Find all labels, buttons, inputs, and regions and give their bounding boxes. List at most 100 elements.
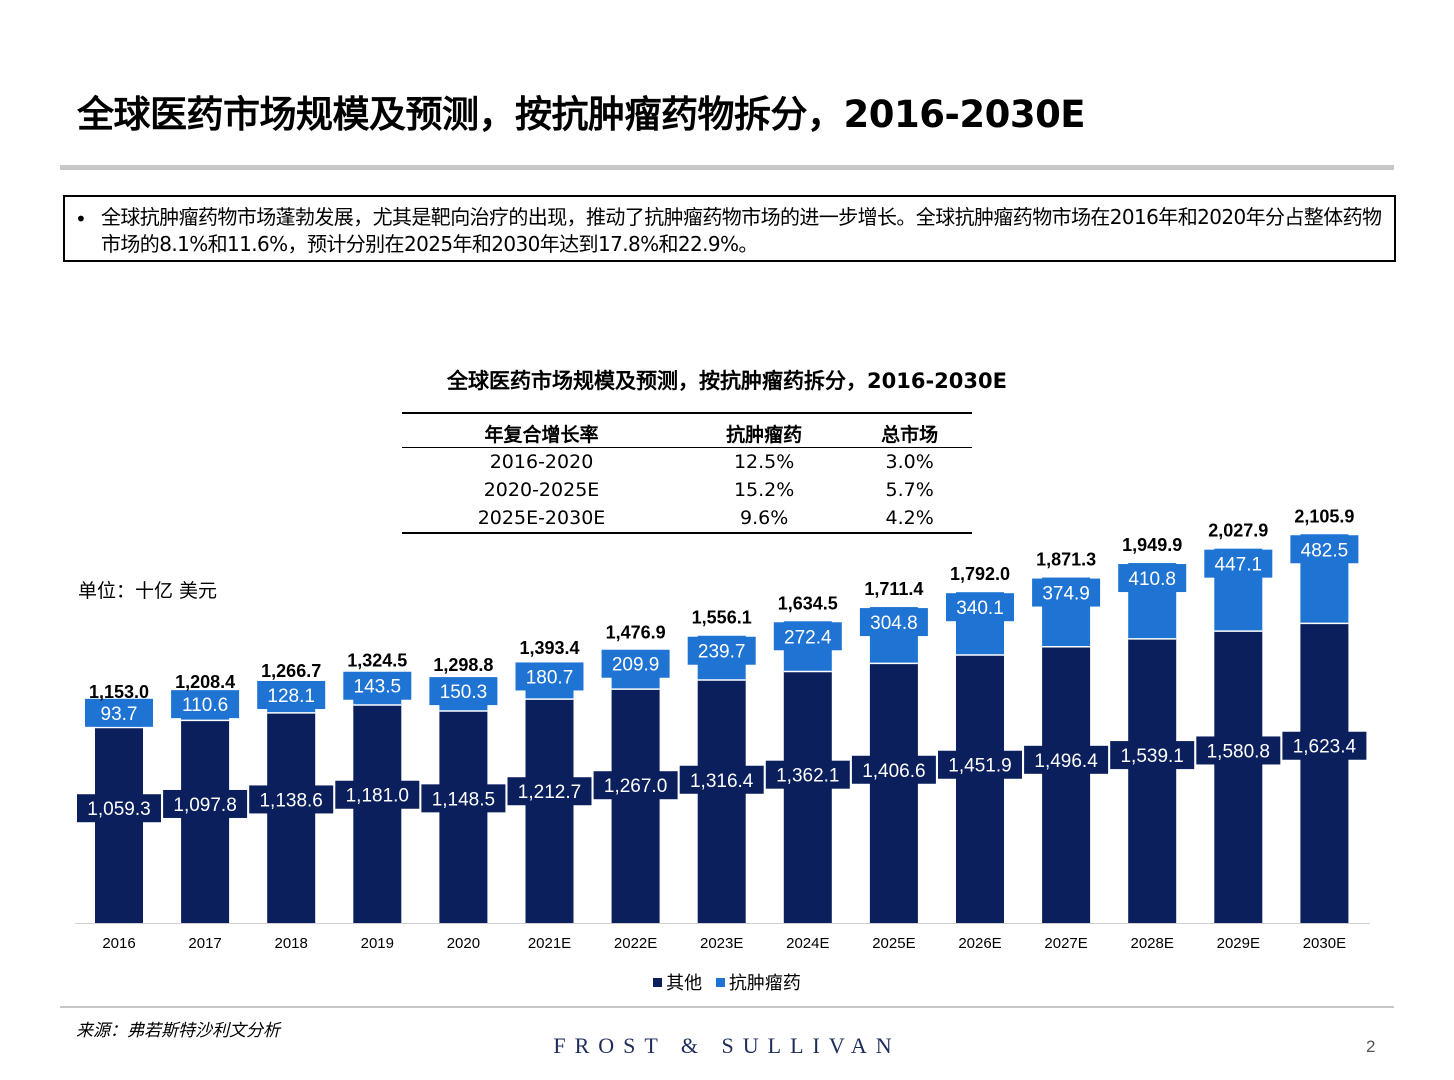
bar-other xyxy=(353,704,402,923)
cagr-header-total: 总市场 xyxy=(847,412,972,448)
x-tick-label: 2028E xyxy=(1131,935,1174,952)
x-tick-label: 2025E xyxy=(872,935,915,952)
summary-box: • 全球抗肿瘤药物市场蓬勃发展，尤其是靶向治疗的出现，推动了抗肿瘤药物市场的进一… xyxy=(63,195,1396,262)
x-tick-label: 2027E xyxy=(1044,935,1087,952)
data-label-box-other xyxy=(507,777,592,806)
data-label-other: 1,623.4 xyxy=(1293,737,1357,758)
total-label: 1,153.0 xyxy=(89,682,149,702)
x-tick-label: 2020 xyxy=(447,935,480,952)
cagr-oncology: 9.6% xyxy=(681,504,848,534)
total-label: 2,105.9 xyxy=(1294,506,1354,526)
data-label-oncology: 209.9 xyxy=(612,655,660,676)
data-label-box-other xyxy=(77,794,161,823)
table-row: 2025E-2030E 9.6% 4.2% xyxy=(402,504,972,534)
data-label-box-oncology xyxy=(171,690,240,719)
bar-other xyxy=(869,663,918,923)
bar-other xyxy=(1128,638,1177,923)
data-label-box-oncology xyxy=(1032,578,1101,607)
x-tick-label: 2022E xyxy=(614,935,657,952)
data-label-box-other xyxy=(163,789,248,818)
cagr-total: 5.7% xyxy=(885,479,934,501)
data-label-box-other xyxy=(851,755,936,784)
data-label-box-oncology xyxy=(859,608,928,637)
data-label-other: 1,181.0 xyxy=(346,786,409,807)
data-label-box-oncology xyxy=(1118,564,1187,593)
data-label-oncology: 304.8 xyxy=(870,613,918,634)
unit-label: 单位：十亿 美元 xyxy=(78,580,218,602)
total-label: 1,476.9 xyxy=(606,622,666,642)
total-label: 1,266.7 xyxy=(261,661,321,681)
footer-divider xyxy=(60,1006,1394,1008)
x-tick-label: 2029E xyxy=(1217,935,1260,952)
legend-label-oncology: 抗肿瘤药 xyxy=(728,973,801,994)
data-label-other: 1,406.6 xyxy=(862,761,925,782)
data-label-oncology: 482.5 xyxy=(1301,540,1349,561)
x-tick-label: 2018 xyxy=(275,935,308,952)
total-label: 1,393.4 xyxy=(519,638,579,658)
cagr-period: 2025E-2030E xyxy=(402,504,682,534)
data-label-oncology: 239.7 xyxy=(698,642,746,663)
data-label-box-other xyxy=(335,780,420,809)
x-tick-label: 2016 xyxy=(102,935,135,952)
legend: 其他 抗肿瘤药 xyxy=(0,969,1454,995)
page-number: 2 xyxy=(1366,1037,1376,1056)
data-label-oncology: 447.1 xyxy=(1215,555,1263,576)
total-label: 1,711.4 xyxy=(864,579,923,599)
data-label-box-other xyxy=(938,750,1022,779)
legend-swatch-oncology xyxy=(715,978,725,987)
data-label-other: 1,148.5 xyxy=(432,789,495,810)
data-label-box-other xyxy=(765,760,850,789)
bar-other xyxy=(956,654,1004,923)
total-label: 1,556.1 xyxy=(692,608,752,628)
data-label-other: 1,138.6 xyxy=(259,790,322,811)
bar-other xyxy=(1214,631,1263,923)
data-label-other: 1,539.1 xyxy=(1120,746,1183,767)
data-label-oncology: 93.7 xyxy=(101,704,138,725)
bar-other xyxy=(439,710,488,923)
slide-title: 全球医药市场规模及预测，按抗肿瘤药物拆分，2016-2030E xyxy=(77,93,1086,136)
data-label-box-other xyxy=(1282,731,1367,760)
x-tick-label: 2017 xyxy=(188,935,221,952)
cagr-table: 年复合增长率 抗肿瘤药 总市场 2016-2020 12.5% 3.0% 202… xyxy=(402,412,972,534)
chart-title: 全球医药市场规模及预测，按抗肿瘤药拆分，2016-2030E xyxy=(447,369,1007,393)
x-tick-label: 2024E xyxy=(786,935,829,952)
data-label-box-oncology xyxy=(946,593,1014,622)
x-tick-label: 2021E xyxy=(528,935,571,952)
summary-text: 全球抗肿瘤药物市场蓬勃发展，尤其是靶向治疗的出现，推动了抗肿瘤药物市场的进一步增… xyxy=(101,205,1382,256)
total-label: 1,324.5 xyxy=(347,650,407,670)
bar-other xyxy=(611,689,660,923)
bar-other xyxy=(525,699,574,923)
cagr-period: 2016-2020 xyxy=(489,451,594,473)
bar-other xyxy=(181,720,230,923)
bar-other xyxy=(95,727,143,923)
bar-other xyxy=(267,712,316,923)
data-label-box-oncology xyxy=(601,649,670,678)
data-label-box-oncology xyxy=(773,622,842,651)
bar-other xyxy=(783,671,832,923)
data-label-oncology: 150.3 xyxy=(440,682,488,703)
bar-other xyxy=(697,679,746,923)
data-label-oncology: 110.6 xyxy=(182,695,228,716)
data-label-box-oncology xyxy=(343,671,412,700)
data-label-box-oncology xyxy=(515,662,584,691)
data-label-other: 1,059.3 xyxy=(87,799,150,820)
data-label-other: 1,097.8 xyxy=(173,795,236,816)
total-label: 1,871.3 xyxy=(1036,550,1096,570)
data-label-box-other xyxy=(679,765,764,794)
data-label-oncology: 374.9 xyxy=(1042,584,1090,605)
data-label-box-oncology xyxy=(687,636,756,665)
legend-swatch-other xyxy=(653,978,663,987)
cagr-table-header: 年复合增长率 抗肿瘤药 总市场 xyxy=(402,412,972,448)
table-row: 2020-2025E 15.2% 5.7% xyxy=(402,476,972,504)
data-label-oncology: 143.5 xyxy=(354,677,402,698)
legend-item-other: 其他 xyxy=(653,973,708,994)
data-label-box-oncology xyxy=(429,677,498,706)
data-label-other: 1,362.1 xyxy=(776,766,839,787)
total-label: 1,298.8 xyxy=(433,655,493,675)
data-label-box-other xyxy=(421,784,506,813)
data-label-oncology: 128.1 xyxy=(267,686,315,707)
cagr-total: 3.0% xyxy=(885,451,934,473)
total-label: 2,027.9 xyxy=(1208,521,1268,541)
data-label-other: 1,496.4 xyxy=(1034,751,1098,772)
data-label-oncology: 340.1 xyxy=(956,598,1004,619)
